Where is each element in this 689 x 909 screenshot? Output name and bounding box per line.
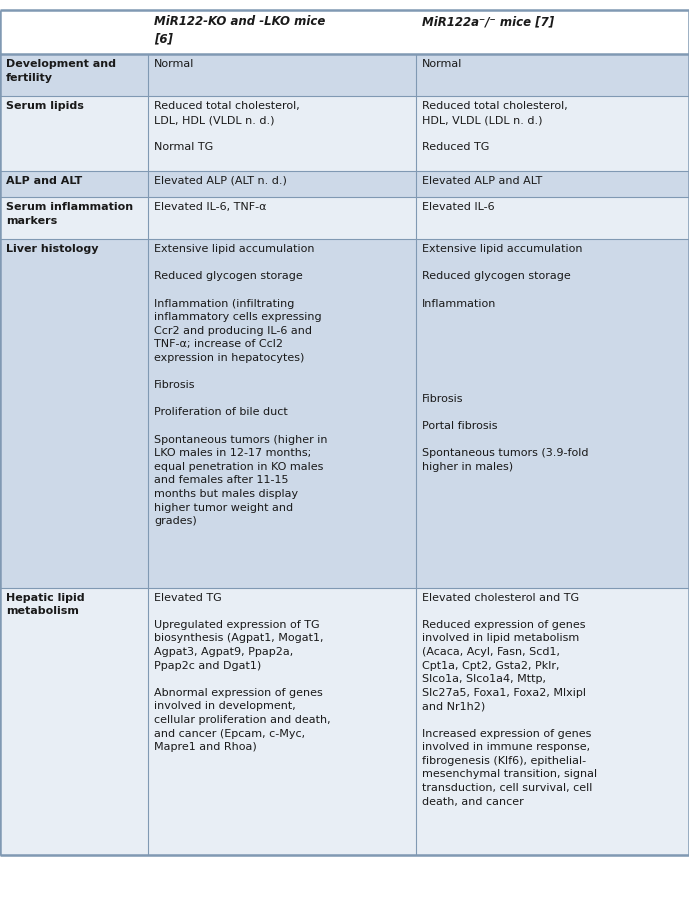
Bar bbox=[416, 587, 689, 855]
Bar bbox=[0, 587, 148, 855]
Text: Reduced total cholesterol,
LDL, HDL (VLDL n. d.)

Normal TG: Reduced total cholesterol, LDL, HDL (VLD… bbox=[154, 102, 300, 153]
Bar bbox=[416, 96, 689, 171]
Bar bbox=[0, 10, 148, 55]
Bar bbox=[148, 239, 416, 587]
Text: Normal: Normal bbox=[422, 59, 462, 69]
Text: MiR122-KO and -LKO mice
[6]: MiR122-KO and -LKO mice [6] bbox=[154, 15, 325, 45]
Text: Development and
fertility: Development and fertility bbox=[6, 59, 116, 83]
Text: Serum lipids: Serum lipids bbox=[6, 102, 84, 112]
Text: Elevated ALP and ALT: Elevated ALP and ALT bbox=[422, 176, 542, 186]
Bar bbox=[416, 171, 689, 197]
Bar bbox=[0, 239, 148, 587]
Bar bbox=[416, 239, 689, 587]
Text: Elevated IL-6, TNF-α: Elevated IL-6, TNF-α bbox=[154, 202, 267, 212]
Bar bbox=[0, 197, 148, 239]
Text: Normal: Normal bbox=[154, 59, 194, 69]
Text: Reduced total cholesterol,
HDL, VLDL (LDL n. d.)

Reduced TG: Reduced total cholesterol, HDL, VLDL (LD… bbox=[422, 102, 568, 153]
Bar bbox=[0, 55, 148, 96]
Text: Hepatic lipid
metabolism: Hepatic lipid metabolism bbox=[6, 593, 85, 616]
Text: Liver histology: Liver histology bbox=[6, 245, 99, 255]
Text: Elevated TG

Upregulated expression of TG
biosynthesis (Agpat1, Mogat1,
Agpat3, : Elevated TG Upregulated expression of TG… bbox=[154, 593, 331, 752]
Bar bbox=[148, 171, 416, 197]
Bar bbox=[416, 10, 689, 55]
Text: Extensive lipid accumulation

Reduced glycogen storage

Inflammation (infiltrati: Extensive lipid accumulation Reduced gly… bbox=[154, 245, 327, 526]
Text: Elevated IL-6: Elevated IL-6 bbox=[422, 202, 495, 212]
Bar bbox=[148, 197, 416, 239]
Bar bbox=[148, 96, 416, 171]
Bar bbox=[148, 55, 416, 96]
Bar bbox=[0, 171, 148, 197]
Text: Elevated ALP (ALT n. d.): Elevated ALP (ALT n. d.) bbox=[154, 176, 287, 186]
Bar bbox=[416, 197, 689, 239]
Text: ALP and ALT: ALP and ALT bbox=[6, 176, 82, 186]
Bar bbox=[0, 96, 148, 171]
Bar bbox=[416, 55, 689, 96]
Text: Serum inflammation
markers: Serum inflammation markers bbox=[6, 202, 133, 225]
Bar bbox=[148, 10, 416, 55]
Bar bbox=[148, 587, 416, 855]
Text: Elevated cholesterol and TG

Reduced expression of genes
involved in lipid metab: Elevated cholesterol and TG Reduced expr… bbox=[422, 593, 597, 806]
Text: MiR122a⁻/⁻ mice [7]: MiR122a⁻/⁻ mice [7] bbox=[422, 15, 554, 28]
Text: Extensive lipid accumulation

Reduced glycogen storage

Inflammation






Fibro: Extensive lipid accumulation Reduced gly… bbox=[422, 245, 588, 472]
